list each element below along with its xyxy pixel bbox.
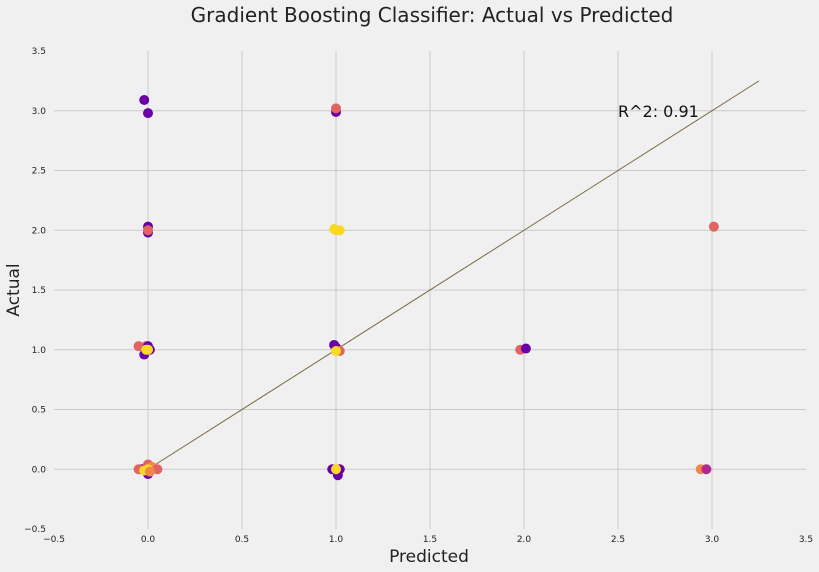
data-points — [133, 94, 719, 481]
data-point — [331, 345, 341, 356]
x-tick-label: 2.0 — [517, 535, 532, 545]
y-tick-label: 1.0 — [32, 346, 47, 356]
reference-line — [147, 80, 760, 470]
y-tick-label: −0.5 — [24, 525, 46, 535]
x-tick-label: 2.5 — [611, 535, 625, 545]
y-tick-label: 0.5 — [32, 406, 46, 416]
data-point — [708, 221, 719, 232]
x-tick-label: 1.5 — [423, 535, 437, 545]
r-squared-annotation: R^2: 0.91 — [618, 102, 699, 121]
data-point — [141, 344, 152, 355]
chart-title: Gradient Boosting Classifier: Actual vs … — [191, 3, 674, 27]
data-point — [152, 464, 163, 475]
y-tick-labels: −0.5 0.0 0.5 1.0 1.5 2.0 2.5 3.0 3.5 — [24, 47, 46, 535]
data-point — [701, 464, 712, 475]
x-tick-label: 3.0 — [705, 535, 720, 545]
data-point — [133, 341, 144, 352]
x-tick-label: 1.0 — [329, 535, 344, 545]
data-point — [144, 466, 155, 477]
y-tick-label: 0.0 — [32, 465, 47, 475]
y-tick-label: 2.5 — [32, 167, 46, 177]
y-tick-label: 1.5 — [32, 286, 46, 296]
data-point — [334, 225, 345, 236]
data-point — [143, 108, 153, 119]
y-tick-label: 3.5 — [32, 47, 46, 57]
y-axis-title: Actual — [4, 263, 24, 316]
data-point — [520, 343, 531, 354]
x-tick-label: −0.5 — [43, 535, 65, 545]
y-tick-label: 2.0 — [32, 226, 47, 236]
grid-lines — [54, 51, 806, 529]
data-point — [331, 103, 341, 114]
data-point — [331, 464, 341, 475]
data-point — [143, 225, 153, 236]
x-tick-label: 0.5 — [235, 535, 249, 545]
x-axis-title: Predicted — [389, 547, 469, 567]
x-tick-label: 3.5 — [799, 535, 813, 545]
y-tick-label: 3.0 — [32, 107, 47, 117]
x-tick-label: 0.0 — [141, 535, 156, 545]
x-tick-labels: −0.5 0.0 0.5 1.0 1.5 2.0 2.5 3.0 3.5 — [43, 535, 813, 545]
data-point — [139, 94, 150, 105]
